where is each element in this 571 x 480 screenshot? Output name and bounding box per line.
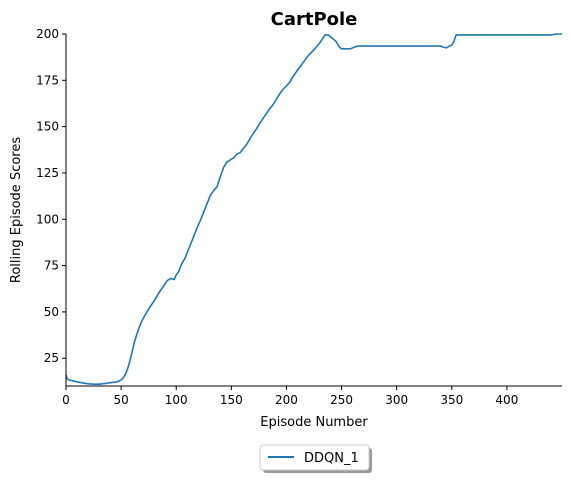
x-axis-ticks: 0 50 100 150 200 250 300 350 400 [62,386,518,407]
y-tick-label: 200 [36,27,59,41]
chart-title: CartPole [271,9,358,30]
legend-label-ddqn-1: DDQN_1 [304,451,359,466]
legend: DDQN_1 [259,444,372,473]
y-tick-label: 150 [36,120,59,134]
x-tick-label: 400 [495,393,518,407]
series-line-ddqn-1 [65,33,562,385]
y-tick-label: 175 [36,73,59,87]
y-axis-ticks: 25 50 75 100 125 150 175 200 [36,27,66,365]
x-axis-label: Episode Number [260,415,368,430]
x-tick-label: 150 [220,393,243,407]
x-tick-label: 50 [113,393,128,407]
x-tick-label: 0 [62,393,70,407]
x-tick-label: 250 [330,393,353,407]
plot-area [65,33,562,385]
x-tick-label: 200 [275,393,298,407]
y-tick-label: 100 [36,212,59,226]
legend-box [259,444,370,471]
y-tick-label: 125 [36,166,59,180]
x-tick-label: 300 [385,393,408,407]
y-tick-label: 25 [44,351,59,365]
x-tick-label: 350 [440,393,463,407]
y-axis-label: Rolling Episode Scores [9,137,24,283]
y-tick-label: 75 [44,259,59,273]
x-tick-label: 100 [165,393,188,407]
y-tick-label: 50 [44,305,59,319]
